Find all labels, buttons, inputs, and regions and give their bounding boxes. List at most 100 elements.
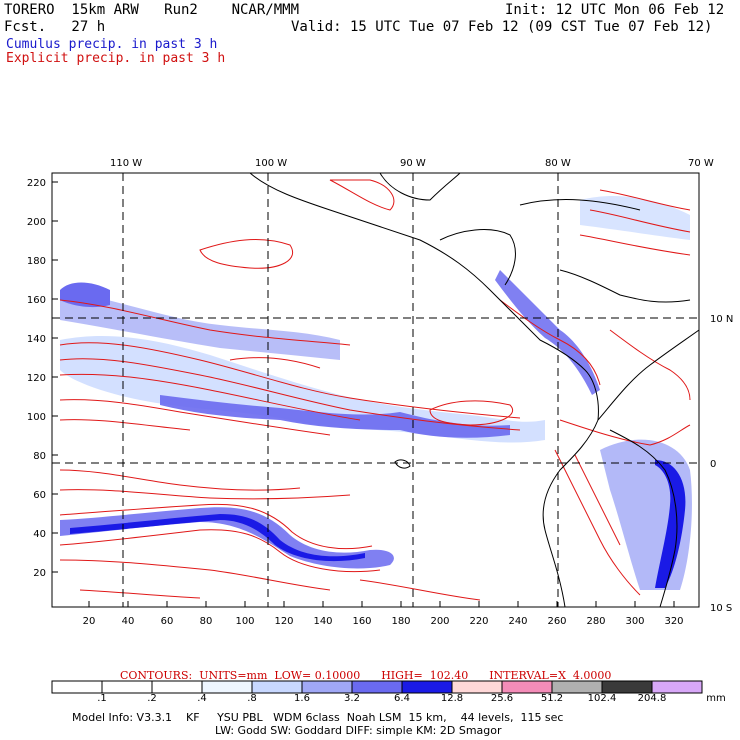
lat-label-10s: 10 S bbox=[710, 603, 732, 614]
y-tick-label: 180 bbox=[27, 256, 46, 267]
x-tick-label: 140 bbox=[313, 616, 332, 627]
colorbar-tick-label: .8 bbox=[247, 693, 257, 704]
colorbar-swatch bbox=[551, 680, 603, 694]
x-tick-label: 160 bbox=[352, 616, 371, 627]
colorbar-tick-label: 102.4 bbox=[587, 693, 617, 704]
colorbar-swatch bbox=[401, 680, 453, 694]
colorbar-swatch bbox=[651, 680, 703, 694]
contour-line bbox=[229, 357, 321, 369]
lon-label-90w: 90 W bbox=[400, 158, 426, 169]
contour-line bbox=[589, 209, 691, 233]
x-tick-label: 300 bbox=[625, 616, 644, 627]
colorbar-swatch bbox=[351, 680, 403, 694]
y-tick-label: 20 bbox=[33, 568, 46, 579]
precip-band-itcz-core bbox=[160, 395, 510, 438]
contour-line bbox=[59, 503, 373, 550]
contour-line bbox=[59, 299, 351, 346]
colorbar-swatch bbox=[601, 680, 653, 694]
contour-line bbox=[359, 579, 481, 601]
x-tick-label: 120 bbox=[274, 616, 293, 627]
y-tick-label: 100 bbox=[27, 412, 46, 423]
y-tick-label: 140 bbox=[27, 334, 46, 345]
x-tick-label: 260 bbox=[547, 616, 566, 627]
coastline-galapagos bbox=[394, 459, 411, 469]
lon-label-80w: 80 W bbox=[545, 158, 571, 169]
colorbar-swatch bbox=[301, 680, 353, 694]
x-tick-label: 240 bbox=[508, 616, 527, 627]
x-tick-label: 20 bbox=[83, 616, 96, 627]
lon-label-110w: 110 W bbox=[110, 158, 142, 169]
contour-line bbox=[609, 329, 691, 401]
colorbar-tick-label: 25.6 bbox=[490, 693, 514, 704]
contour-line bbox=[499, 299, 601, 386]
colorbar-tick-label: .2 bbox=[147, 693, 157, 704]
lon-label-100w: 100 W bbox=[255, 158, 287, 169]
contour-line bbox=[59, 342, 521, 419]
coastline-gulf bbox=[379, 173, 461, 201]
colorbar-units: mm bbox=[706, 693, 726, 704]
colorbar-swatch bbox=[451, 680, 503, 694]
lat-label-10n: 10 N bbox=[710, 314, 733, 325]
x-tick-label: 180 bbox=[391, 616, 410, 627]
y-tick-label: 80 bbox=[33, 451, 46, 462]
colorbar-tick-label: .4 bbox=[197, 693, 207, 704]
lon-label-70w: 70 W bbox=[688, 158, 714, 169]
coastline-cuba bbox=[519, 199, 641, 211]
precip-caribbean bbox=[580, 195, 690, 240]
contour-line bbox=[554, 449, 641, 596]
border-andes bbox=[609, 429, 678, 607]
contour-line bbox=[59, 358, 521, 431]
colorbar-tick-label: .1 bbox=[97, 693, 107, 704]
colorbar-swatch bbox=[201, 680, 253, 694]
coastline-caribbean bbox=[559, 269, 691, 303]
contour-line bbox=[429, 400, 513, 426]
contour-line bbox=[59, 373, 361, 421]
contour-line bbox=[59, 559, 331, 591]
lat-label-0: 0 bbox=[710, 459, 716, 470]
x-tick-label: 220 bbox=[469, 616, 488, 627]
map-frame bbox=[51, 172, 700, 608]
model-info: Model Info: V3.3.1 KF YSU PBL WDM 6class… bbox=[72, 711, 564, 724]
colorbar-swatch bbox=[51, 680, 103, 694]
contour-line bbox=[579, 234, 691, 256]
precip-band-upper bbox=[60, 290, 340, 360]
precip-band-itcz bbox=[60, 335, 545, 443]
contours-info: CONTOURS: UNITS=mm LOW= 0.10000 HIGH= 10… bbox=[120, 669, 612, 682]
colorbar-swatch bbox=[151, 680, 203, 694]
explicit-legend: Explicit precip. in past 3 h bbox=[6, 51, 226, 66]
contour-line bbox=[79, 589, 201, 599]
init-time: Init: 12 UTC Mon 06 Feb 12 bbox=[505, 2, 725, 18]
x-axis-ticks bbox=[88, 601, 675, 607]
colorbar-swatch bbox=[251, 680, 303, 694]
contour-line bbox=[559, 419, 691, 446]
colorbar-tick-label: 51.2 bbox=[540, 693, 564, 704]
colorbar-tick-label: 204.8 bbox=[637, 693, 667, 704]
contour-line bbox=[59, 469, 301, 491]
explicit-precip-contours bbox=[59, 179, 691, 601]
contour-line bbox=[199, 239, 293, 269]
precip-band-south-core bbox=[70, 514, 365, 562]
y-tick-label: 160 bbox=[27, 295, 46, 306]
coastline-south-america-west bbox=[542, 419, 599, 607]
forecast-hour: Fcst. 27 h bbox=[4, 19, 106, 35]
colorbar-tick-label: 3.2 bbox=[344, 693, 360, 704]
colorbar-tick-label: 1.6 bbox=[294, 693, 310, 704]
contour-line bbox=[329, 179, 395, 211]
x-tick-label: 40 bbox=[122, 616, 135, 627]
cumulus-precip-shading bbox=[60, 195, 692, 590]
contour-line bbox=[59, 529, 381, 573]
y-tick-label: 220 bbox=[27, 178, 46, 189]
colorbar bbox=[51, 680, 703, 694]
coastline-yucatan bbox=[439, 229, 516, 286]
colorbar-swatch bbox=[101, 680, 153, 694]
x-tick-label: 320 bbox=[664, 616, 683, 627]
model-title: TORERO 15km ARW Run2 NCAR/MMM bbox=[4, 2, 300, 18]
x-tick-label: 100 bbox=[235, 616, 254, 627]
y-tick-label: 120 bbox=[27, 373, 46, 384]
y-tick-label: 200 bbox=[27, 217, 46, 228]
coastline-mexico-central-america bbox=[249, 173, 599, 421]
physics-info: LW: Godd SW: Goddard DIFF: simple KM: 2D… bbox=[215, 724, 502, 737]
contour-line bbox=[59, 419, 191, 431]
cumulus-legend: Cumulus precip. in past 3 h bbox=[6, 37, 218, 52]
